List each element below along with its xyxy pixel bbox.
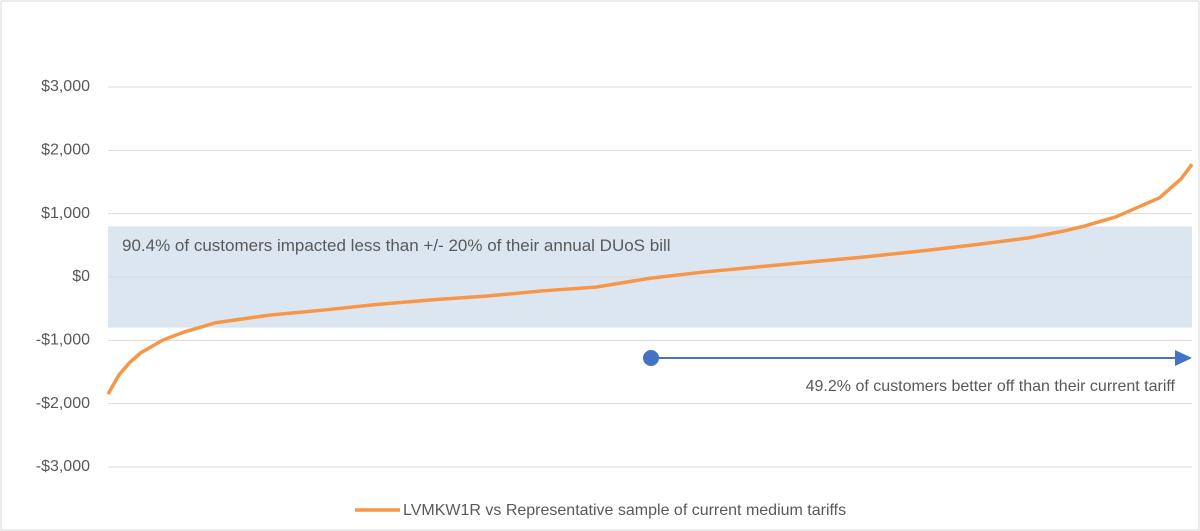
arrow-start (643, 350, 659, 366)
line (106, 163, 1194, 396)
y-tick-label: -$1,000 (36, 332, 90, 349)
band-label: 90.4% of customers impacted less than +/… (122, 236, 671, 255)
y-tick-label: $2,000 (41, 142, 90, 159)
annotation: 49.2% of customers better off than their… (806, 378, 1176, 395)
arrow-head (1175, 350, 1192, 366)
y-tick-label: $0 (72, 268, 90, 285)
y-tick-label: $3,000 (41, 78, 90, 95)
legend-label: LVMKW1R vs Representative sample of curr… (403, 502, 846, 519)
y-tick-label: $1,000 (41, 205, 90, 222)
y-tick-label: -$3,000 (36, 458, 90, 475)
y-tick-label: -$2,000 (36, 395, 90, 412)
